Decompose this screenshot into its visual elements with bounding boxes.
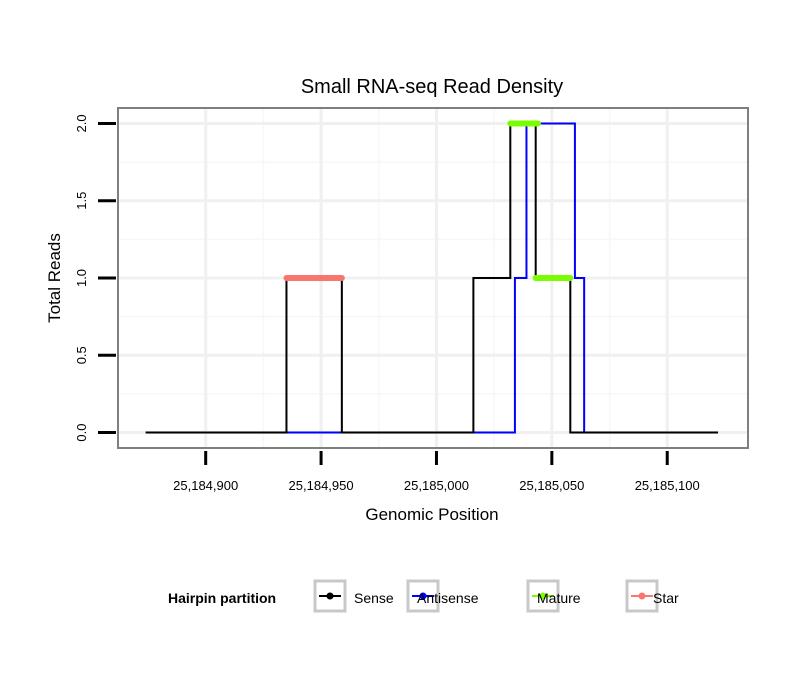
legend: Hairpin partition Sense Antisense Mature St…	[168, 579, 679, 613]
legend-point-mature	[539, 592, 547, 600]
y-tick-label: 0.5	[74, 346, 89, 364]
y-tick-label: 0.0	[74, 424, 89, 442]
legend-label-star: Star	[653, 590, 679, 606]
legend-point-star	[638, 592, 646, 600]
legend-title: Hairpin partition	[168, 590, 276, 606]
plot-border	[117, 107, 749, 449]
legend-label-antisense: Antisense	[417, 590, 479, 606]
legend-label-sense: Sense	[354, 590, 394, 606]
x-axis-label: Genomic Position	[365, 505, 498, 524]
legend-point-antisense	[419, 592, 427, 600]
legend-point-sense	[326, 592, 334, 600]
chart-title: Small RNA-seq Read Density	[301, 76, 563, 98]
y-axis-label: Total Reads	[45, 233, 64, 323]
series-line-antisense	[145, 122, 718, 434]
y-tick-label: 1.0	[74, 269, 89, 287]
x-tick-label: 25,184,950	[289, 478, 354, 493]
y-tick-label: 1.5	[74, 192, 89, 210]
x-tick-label: 25,185,100	[635, 478, 700, 493]
x-tick-label: 25,185,050	[519, 478, 584, 493]
x-tick-label: 25,185,000	[404, 478, 469, 493]
x-tick-label: 25,184,900	[173, 478, 238, 493]
legend-label-mature: Mature	[537, 590, 581, 606]
y-tick-label: 2.0	[74, 114, 89, 132]
